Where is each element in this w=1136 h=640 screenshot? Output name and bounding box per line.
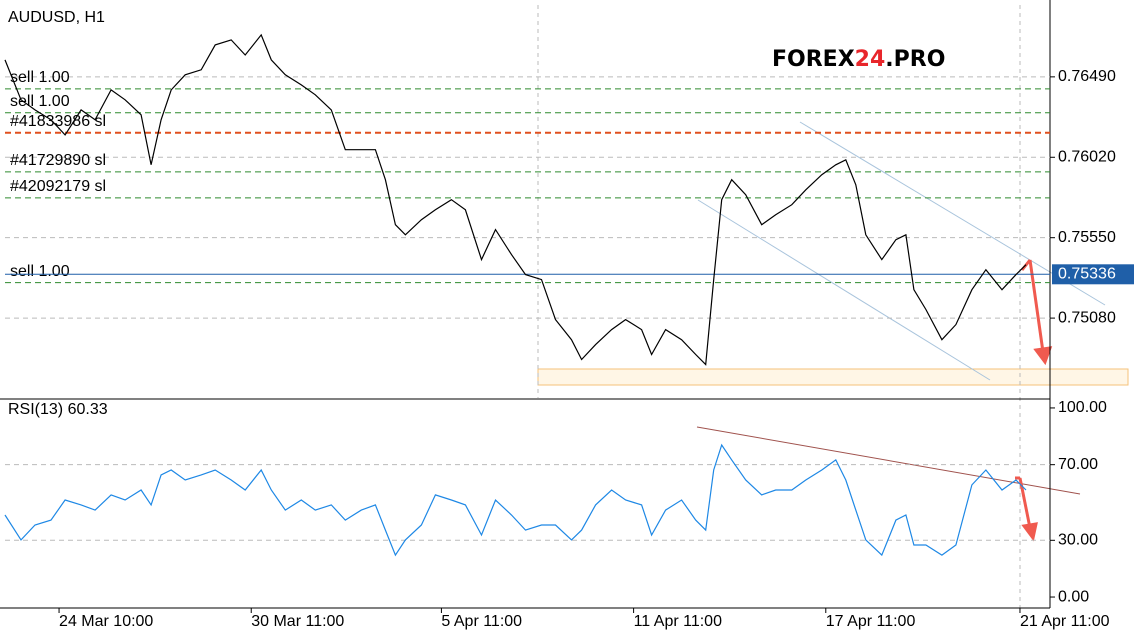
x-tick-label: 30 Mar 11:00 <box>251 613 344 630</box>
y-tick-label: 100.00 <box>1058 399 1107 416</box>
logo-part: FOREX <box>772 47 855 72</box>
x-tick-label: 17 Apr 11:00 <box>826 613 916 630</box>
x-tick-label: 24 Mar 10:00 <box>59 613 153 630</box>
x-tick-label: 5 Apr 11:00 <box>441 613 522 630</box>
logo: FOREX24.PRO <box>772 47 945 72</box>
y-tick-label: 0.76020 <box>1058 148 1116 165</box>
order-label: #41833986 sl <box>10 113 106 130</box>
arrow-head <box>1021 522 1038 542</box>
order-label: #41729890 sl <box>10 152 106 169</box>
order-label: sell 1.00 <box>10 263 70 280</box>
order-label: sell 1.00 <box>10 93 70 110</box>
current-price-box <box>1052 264 1134 285</box>
logo-part: 24 <box>855 47 886 72</box>
y-tick-label: 30.00 <box>1058 532 1098 549</box>
rsi-title: RSI(13) 60.33 <box>8 401 108 418</box>
x-tick-label: 21 Apr 11:00 <box>1020 613 1110 630</box>
x-tick-label: 11 Apr 11:00 <box>634 613 722 630</box>
arrow-head <box>1033 346 1053 366</box>
order-label: sell 1.00 <box>10 69 70 86</box>
logo-part: .PRO <box>885 47 945 72</box>
y-tick-label: 70.00 <box>1058 456 1098 473</box>
chart-title: AUDUSD, H1 <box>8 9 105 26</box>
y-tick-label: 0.75080 <box>1058 309 1116 326</box>
order-label: #42092179 sl <box>10 178 106 195</box>
current-price-label: 0.75336 <box>1058 266 1116 283</box>
y-tick-label: 0.76490 <box>1058 68 1116 85</box>
series-line <box>4 443 1027 557</box>
arrow <box>1028 259 1045 353</box>
target-zone <box>537 368 1129 386</box>
y-tick-label: 0.00 <box>1058 588 1089 605</box>
rsi-trend-line <box>696 426 1081 495</box>
series-line <box>4 33 1027 366</box>
y-tick-label: 0.75550 <box>1058 229 1116 246</box>
channel-line <box>697 199 991 381</box>
